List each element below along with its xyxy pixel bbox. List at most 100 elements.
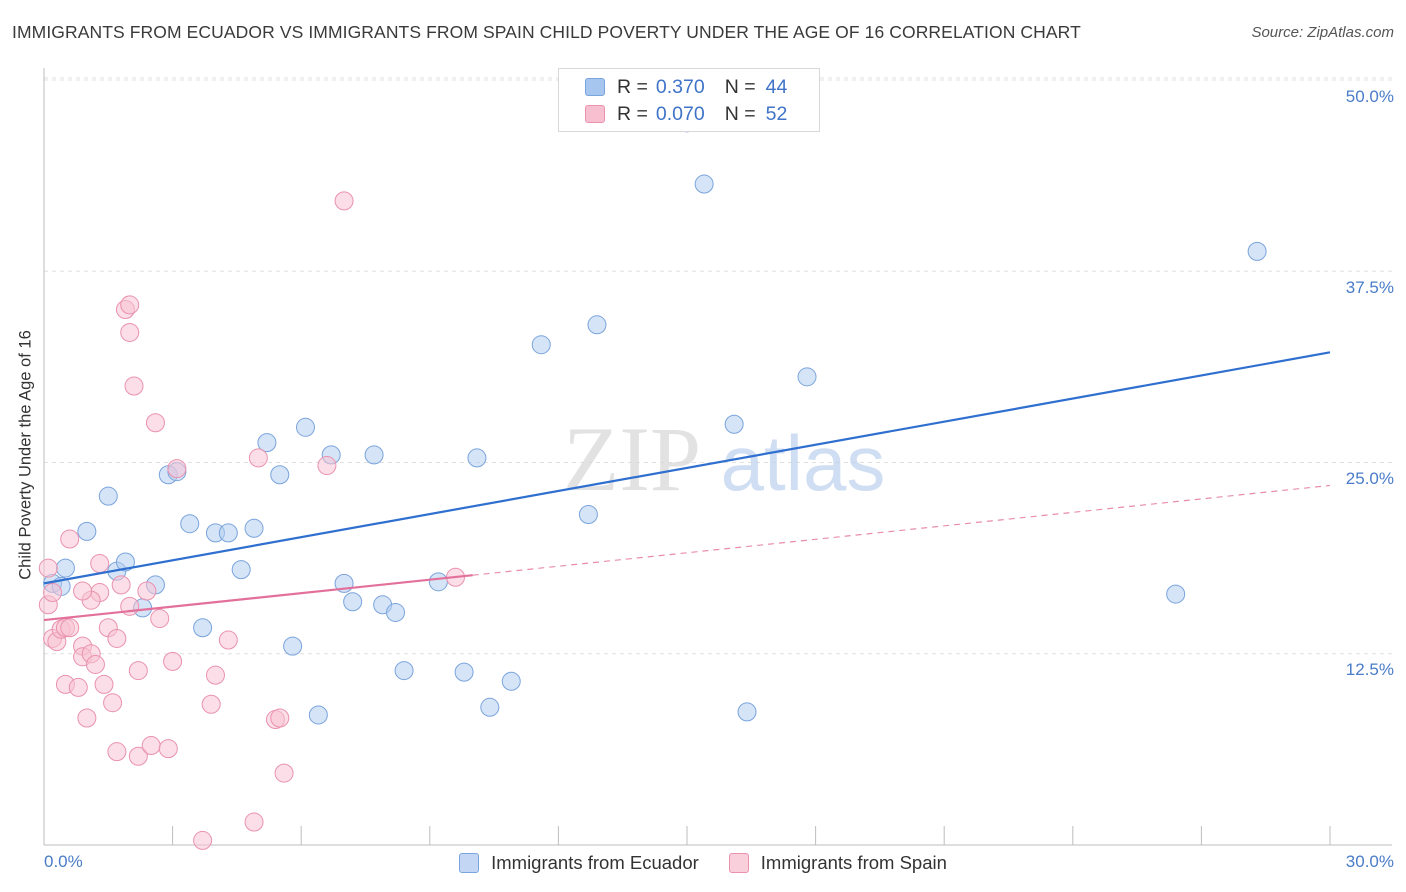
point-spain <box>103 693 123 713</box>
trend-lines <box>43 351 1331 622</box>
chart-title: IMMIGRANTS FROM ECUADOR VS IMMIGRANTS FR… <box>12 22 1081 42</box>
legend-swatch-ecuador <box>585 78 605 96</box>
point-spain <box>274 763 294 783</box>
watermark-atlas: atlas <box>721 419 886 507</box>
point-ecuador <box>308 705 328 725</box>
point-spain <box>73 581 93 601</box>
legend-r-label: R = <box>617 102 648 125</box>
data-points <box>38 113 1267 850</box>
point-spain <box>270 708 290 728</box>
point-spain <box>145 413 165 433</box>
point-spain <box>128 746 148 766</box>
x-tick-label-0: 0.0% <box>44 852 83 871</box>
legend-row-ecuador: R = 0.370 N = 44 <box>585 75 787 99</box>
point-ecuador <box>180 514 200 534</box>
legend-label-spain: Immigrants from Spain <box>760 852 947 873</box>
trend-line-spain <box>43 574 473 622</box>
point-spain <box>107 742 127 762</box>
watermark-zip: ZIP <box>563 408 701 510</box>
point-ecuador <box>480 697 500 717</box>
point-spain <box>38 558 58 578</box>
point-ecuador <box>501 671 521 691</box>
point-ecuador <box>394 661 414 681</box>
point-ecuador <box>531 335 551 355</box>
point-ecuador <box>1166 584 1186 604</box>
point-spain <box>111 575 131 595</box>
trend-line-spain-extension <box>472 484 1331 576</box>
point-ecuador <box>578 505 598 525</box>
point-ecuador <box>467 448 487 468</box>
point-ecuador <box>343 592 363 612</box>
point-spain <box>90 553 110 573</box>
point-spain <box>137 581 157 601</box>
y-tick-label-25: 25.0% <box>1345 469 1394 488</box>
point-spain <box>60 529 80 549</box>
y-tick-label-37-5: 37.5% <box>1345 278 1394 297</box>
point-ecuador <box>386 602 406 622</box>
point-ecuador <box>283 636 303 656</box>
point-spain <box>85 654 105 674</box>
point-ecuador <box>55 558 75 578</box>
legend-n-value: 44 <box>765 75 788 98</box>
point-ecuador <box>737 702 757 722</box>
point-ecuador <box>364 445 384 465</box>
legend-n-label: N = <box>724 75 756 98</box>
legend-r-value: 0.370 <box>655 75 705 98</box>
point-spain <box>107 628 127 648</box>
point-ecuador <box>724 414 744 434</box>
source-label: Source: ZipAtlas.com <box>1251 24 1394 41</box>
axes <box>43 68 1392 846</box>
point-spain <box>158 739 178 759</box>
point-spain <box>334 191 354 211</box>
point-ecuador <box>98 486 118 506</box>
point-spain <box>248 448 268 468</box>
legend-n-label: N = <box>724 102 756 125</box>
y-tick-label-50: 50.0% <box>1345 87 1394 106</box>
point-spain <box>193 830 213 850</box>
legend-r-value: 0.070 <box>655 102 705 125</box>
point-spain <box>201 694 221 714</box>
point-spain <box>150 609 170 629</box>
point-spain <box>205 665 225 685</box>
legend-swatch-spain <box>728 853 749 873</box>
legend-row-spain: R = 0.070 N = 52 <box>585 102 787 126</box>
point-ecuador <box>257 433 277 453</box>
legend-label-ecuador: Immigrants from Ecuador <box>491 852 699 873</box>
legend-item-spain[interactable]: Immigrants from Spain <box>728 852 947 874</box>
point-ecuador <box>77 521 97 541</box>
point-spain <box>94 674 114 694</box>
legend-item-ecuador[interactable]: Immigrants from Ecuador <box>459 852 699 874</box>
watermark: ZIP atlas <box>563 408 885 510</box>
point-ecuador <box>231 560 251 580</box>
point-ecuador <box>193 618 213 638</box>
point-ecuador <box>270 465 290 485</box>
point-ecuador <box>1247 241 1267 261</box>
legend-swatch-ecuador <box>459 853 480 873</box>
point-ecuador <box>244 518 264 538</box>
point-ecuador <box>115 552 135 572</box>
legend-n-value: 52 <box>765 102 788 125</box>
y-axis-label: Child Poverty Under the Age of 16 <box>16 330 35 580</box>
point-spain <box>141 736 161 756</box>
point-spain <box>120 322 140 342</box>
legend-r-label: R = <box>617 75 648 98</box>
point-ecuador <box>218 523 238 543</box>
point-ecuador <box>454 662 474 682</box>
point-spain <box>43 583 63 603</box>
point-spain <box>60 618 80 638</box>
point-ecuador <box>797 367 817 387</box>
legend-swatch-spain <box>585 105 605 123</box>
series-legend: Immigrants from Ecuador Immigrants from … <box>0 852 1406 874</box>
point-spain <box>128 661 148 681</box>
point-spain <box>120 295 140 315</box>
point-spain <box>218 630 238 650</box>
point-spain <box>317 456 337 476</box>
correlation-legend: R = 0.370 N = 44 R = 0.070 N = 52 <box>558 68 820 132</box>
y-tick-label-12-5: 12.5% <box>1345 660 1394 679</box>
point-ecuador <box>694 174 714 194</box>
x-tick-label-30: 30.0% <box>1345 852 1394 871</box>
point-ecuador <box>428 572 448 592</box>
point-ecuador <box>295 417 315 437</box>
point-ecuador <box>587 315 607 335</box>
